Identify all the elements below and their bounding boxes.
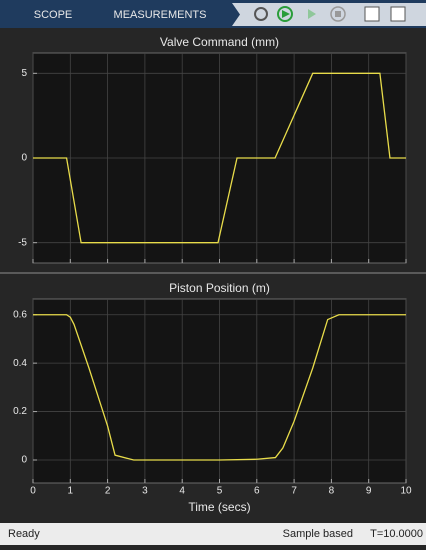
run-button[interactable] [277,6,293,22]
x-tick-label: 5 [217,486,223,497]
tab[interactable]: SCOPE [34,9,73,21]
undock-button[interactable] [390,6,406,22]
status-time: T=10.0000 [370,528,423,540]
x-tick-label: 4 [179,486,185,497]
y-tick-label: 0 [21,455,27,466]
y-tick-label: 0.4 [13,358,27,369]
x-tick-label: 1 [68,486,74,497]
signal-line [33,314,406,461]
x-tick-label: 2 [105,486,111,497]
status-mode: Sample based [283,528,353,540]
divider [0,272,426,274]
y-tick-label: -5 [18,237,27,248]
x-tick-label: 9 [366,486,372,497]
help-button[interactable] [364,6,380,22]
y-tick-label: 0.6 [13,309,27,320]
signal-line [33,72,406,244]
tab[interactable]: MEASUREMENTS [114,9,207,21]
step-forward-button[interactable] [308,9,316,19]
stop-button[interactable] [330,6,346,22]
stop-icon [335,11,341,17]
status-text: Ready [8,528,40,540]
x-tick-label: 0 [30,486,36,497]
y-tick-label: 5 [21,68,27,79]
y-tick-label: 0.2 [13,406,27,417]
chart-title: Piston Position (m) [169,281,270,295]
x-axis-label: Time (secs) [188,500,250,514]
y-tick-label: 0 [21,153,27,164]
run-icon [282,10,290,18]
x-tick-label: 10 [400,486,412,497]
x-tick-label: 6 [254,486,260,497]
status-bar [0,523,426,545]
step-back-button[interactable] [254,7,268,21]
x-tick-label: 7 [291,486,297,497]
x-tick-label: 3 [142,486,148,497]
x-tick-label: 8 [329,486,335,497]
chart-title: Valve Command (mm) [160,35,279,49]
